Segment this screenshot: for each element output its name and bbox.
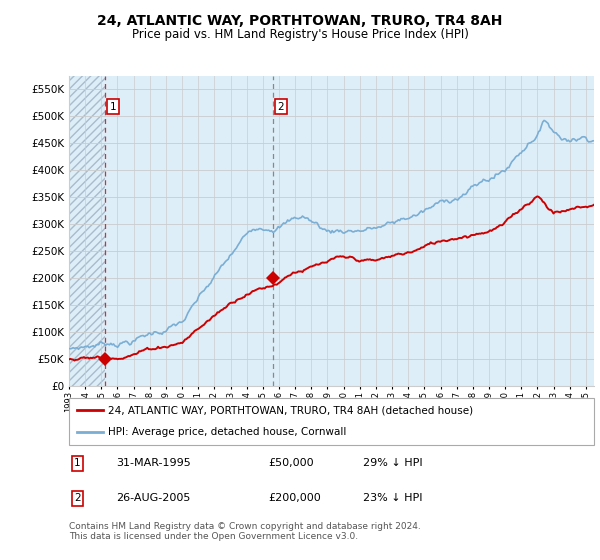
Text: £50,000: £50,000: [269, 459, 314, 468]
Text: £200,000: £200,000: [269, 493, 321, 503]
Text: 29% ↓ HPI: 29% ↓ HPI: [363, 459, 422, 468]
Text: 2: 2: [74, 493, 81, 503]
Text: 1: 1: [74, 459, 81, 468]
Text: 31-MAR-1995: 31-MAR-1995: [116, 459, 191, 468]
Text: 24, ATLANTIC WAY, PORTHTOWAN, TRURO, TR4 8AH: 24, ATLANTIC WAY, PORTHTOWAN, TRURO, TR4…: [97, 14, 503, 28]
Text: Price paid vs. HM Land Registry's House Price Index (HPI): Price paid vs. HM Land Registry's House …: [131, 28, 469, 41]
Text: 24, ATLANTIC WAY, PORTHTOWAN, TRURO, TR4 8AH (detached house): 24, ATLANTIC WAY, PORTHTOWAN, TRURO, TR4…: [109, 405, 473, 416]
Text: 23% ↓ HPI: 23% ↓ HPI: [363, 493, 422, 503]
Bar: [69, 76, 106, 386]
FancyBboxPatch shape: [69, 398, 594, 445]
Text: 1: 1: [109, 102, 116, 111]
Text: 26-AUG-2005: 26-AUG-2005: [116, 493, 191, 503]
Text: HPI: Average price, detached house, Cornwall: HPI: Average price, detached house, Corn…: [109, 427, 347, 437]
Text: 2: 2: [277, 102, 284, 111]
Text: Contains HM Land Registry data © Crown copyright and database right 2024.
This d: Contains HM Land Registry data © Crown c…: [69, 522, 421, 542]
